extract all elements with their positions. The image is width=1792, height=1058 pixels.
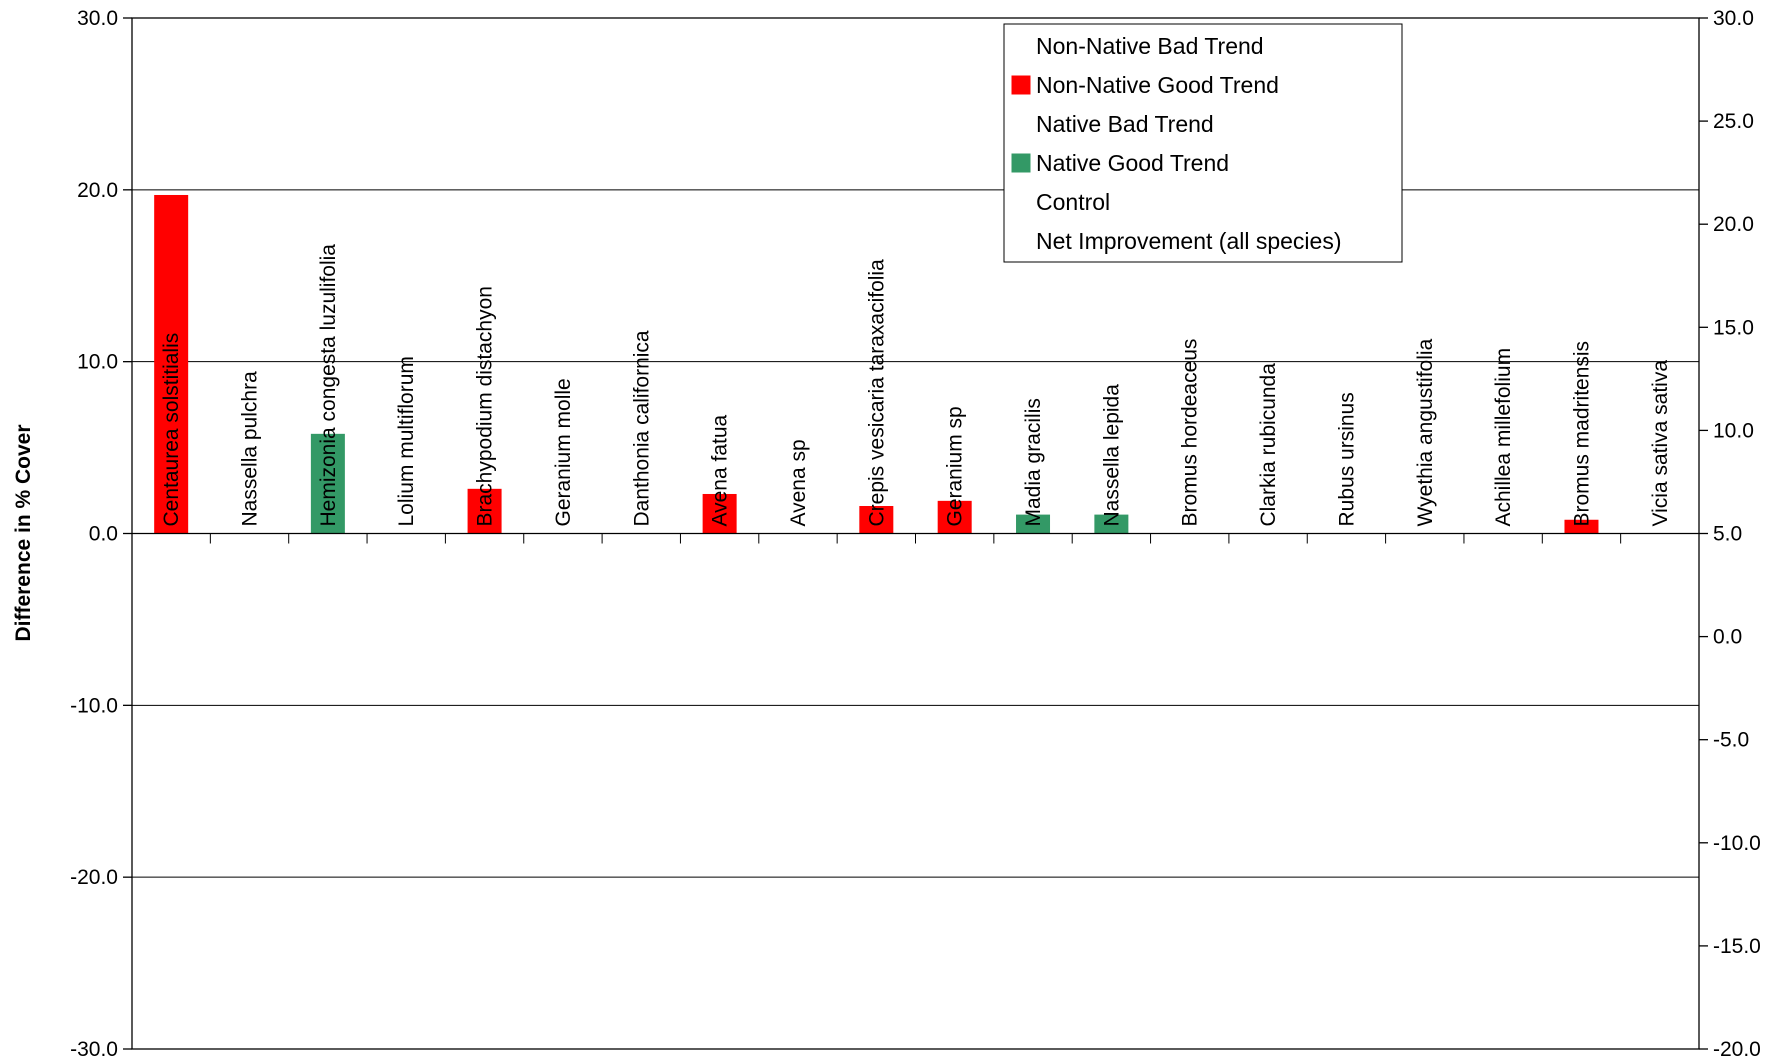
y-axis-title: Difference in % Cover xyxy=(12,424,35,641)
right-tick-label: 30.0 xyxy=(1713,7,1754,30)
right-tick-label: -15.0 xyxy=(1713,935,1761,958)
category-label: Bromus madritensis xyxy=(1570,341,1593,527)
bar xyxy=(1094,514,1129,534)
bar xyxy=(859,506,894,534)
bar xyxy=(467,488,502,534)
legend-swatch xyxy=(1011,75,1031,95)
left-tick-label: 10.0 xyxy=(77,351,118,374)
bar xyxy=(702,493,737,534)
legend-label: Native Bad Trend xyxy=(1036,111,1214,137)
legend-box xyxy=(1003,23,1403,263)
right-tick-label: 25.0 xyxy=(1713,110,1754,133)
left-tick-label: -20.0 xyxy=(70,866,118,889)
right-tick-label: -10.0 xyxy=(1713,832,1761,855)
category-label: Centaurea solstitialis xyxy=(160,333,183,527)
legend-label: Net Improvement (all species) xyxy=(1036,228,1342,254)
bar xyxy=(154,194,189,534)
legend-label: Control xyxy=(1036,189,1110,215)
category-label: Wyethia angustifolia xyxy=(1414,338,1437,526)
left-tick-label: 30.0 xyxy=(77,7,118,30)
legend-label: Non-Native Good Trend xyxy=(1036,72,1279,98)
category-label: Crepis vesicaria taraxacifolia xyxy=(865,259,888,527)
right-tick-label: 0.0 xyxy=(1713,626,1742,649)
category-label: Nassella lepida xyxy=(1100,384,1123,527)
right-tick-label: 10.0 xyxy=(1713,419,1754,442)
legend-swatch xyxy=(1012,37,1030,55)
category-label: Nassella pulchra xyxy=(239,371,262,527)
category-label: Rubus ursinus xyxy=(1335,392,1358,526)
legend-swatch xyxy=(1012,232,1030,250)
category-label: Vicia sativa sativa xyxy=(1649,360,1672,527)
category-label: Avena fatua xyxy=(709,414,732,526)
legend-label: Native Good Trend xyxy=(1036,150,1229,176)
right-y-axis: 30.0 25.0 20.0 15.0 10.0 5.0 0.0 -5.0 -10.0 -15.0… xyxy=(1699,7,1761,1058)
bar xyxy=(1016,514,1051,534)
right-tick-label: 20.0 xyxy=(1713,213,1754,236)
category-label: Danthonia californica xyxy=(630,330,653,526)
category-label: Bromus hordeaceus xyxy=(1179,339,1202,527)
right-tick-label: -20.0 xyxy=(1713,1038,1761,1058)
gridlines xyxy=(132,189,1699,878)
left-y-axis: 30.0 20.0 10.0 0.0 -10.0 -20.0 -30.0 xyxy=(70,7,132,1058)
bars xyxy=(154,194,1599,534)
legend-swatch xyxy=(1012,193,1030,211)
right-tick-label: -5.0 xyxy=(1713,729,1749,752)
bar xyxy=(310,433,345,534)
right-tick-label: 15.0 xyxy=(1713,316,1754,339)
left-tick-label: 20.0 xyxy=(77,179,118,202)
category-label: Geranium molle xyxy=(552,378,575,526)
right-tick-label: 5.0 xyxy=(1713,523,1742,546)
legend-label: Non-Native Bad Trend xyxy=(1036,33,1264,59)
category-label: Lolium multiflorum xyxy=(395,356,418,526)
category-label: Clarkia rubicunda xyxy=(1257,363,1280,527)
category-label: Madia gracilis xyxy=(1022,398,1045,526)
bar xyxy=(937,500,972,534)
left-tick-label: -10.0 xyxy=(70,694,118,717)
category-label: Hemizonia congesta luzulifolia xyxy=(317,244,340,527)
legend-swatch xyxy=(1012,115,1030,133)
legend-swatch xyxy=(1011,153,1031,173)
bar xyxy=(1564,519,1599,534)
category-labels: Centaurea solstitialis Nassella pulchra He… xyxy=(160,244,1672,527)
category-label: Avena sp xyxy=(787,439,810,526)
left-tick-label: -30.0 xyxy=(70,1038,118,1058)
category-label: Achillea millefolium xyxy=(1492,348,1515,527)
zero-axis xyxy=(132,532,1699,544)
legend: Non-Native Bad Trend Non-Native Good Tren… xyxy=(1003,23,1403,263)
category-label: Brachypodium distachyon xyxy=(474,286,497,526)
category-label: Geranium sp xyxy=(944,406,967,526)
left-tick-label: 0.0 xyxy=(89,523,118,546)
